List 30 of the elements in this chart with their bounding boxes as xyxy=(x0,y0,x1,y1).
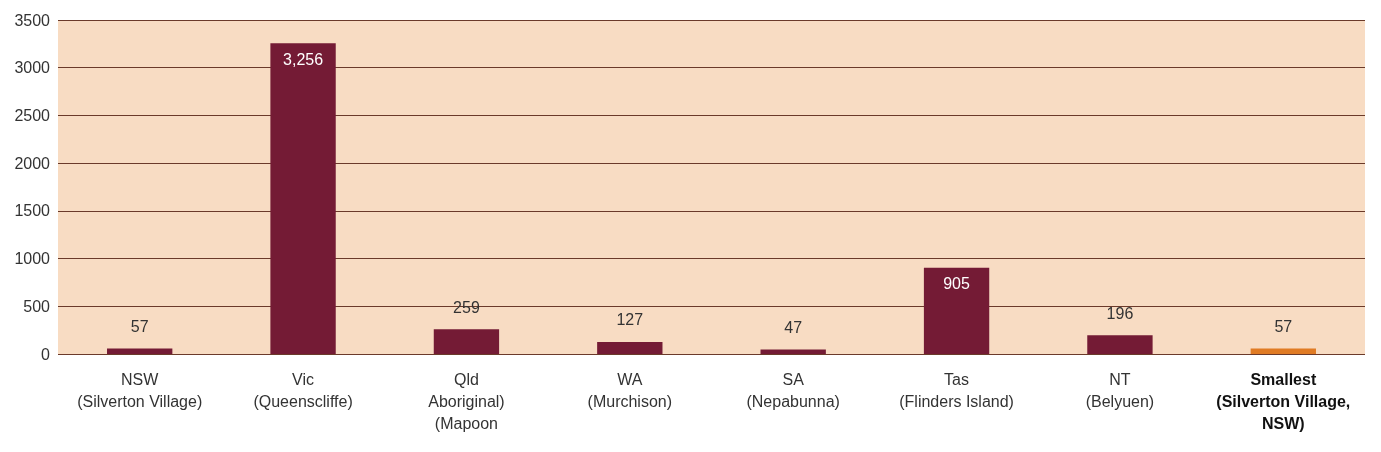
x-tick-label: NSW (Silverton Village) xyxy=(77,370,203,410)
y-tick-label: 2500 xyxy=(14,106,51,124)
bar xyxy=(107,348,173,354)
bar xyxy=(1087,335,1153,354)
bar xyxy=(270,43,336,354)
data-label: 57 xyxy=(130,318,149,336)
y-tick-label: 500 xyxy=(23,297,51,315)
x-tick-label: Qld Aboriginal) (Mapoon xyxy=(428,370,505,432)
y-tick-label: 3500 xyxy=(14,11,51,29)
x-tick-label: Vic (Queenscliffe) xyxy=(253,370,353,410)
data-label: 905 xyxy=(943,275,971,293)
bar xyxy=(1250,348,1316,354)
y-tick-label: 1000 xyxy=(14,250,51,268)
x-tick-label: NT (Belyuen) xyxy=(1085,370,1155,410)
bar xyxy=(923,267,990,354)
data-label: 47 xyxy=(784,319,803,337)
x-tick-label: Tas (Flinders Island) xyxy=(899,370,1014,410)
y-tick-label: 3000 xyxy=(14,59,51,77)
x-tick-label: SA (Nepabunna) xyxy=(746,370,840,410)
x-tick-label: Smallest (Silverton Village, NSW) xyxy=(1216,370,1351,432)
data-label: 3,256 xyxy=(283,50,324,68)
y-tick-label: 1500 xyxy=(14,202,51,220)
data-label: 57 xyxy=(1274,318,1293,336)
y-tick-label: 2000 xyxy=(14,154,51,172)
data-label: 196 xyxy=(1106,304,1134,322)
bar xyxy=(433,329,500,354)
x-tick-label: WA (Murchison) xyxy=(587,370,673,410)
y-tick-label: 0 xyxy=(41,345,51,363)
bar xyxy=(597,341,663,354)
data-label: 127 xyxy=(616,311,644,329)
